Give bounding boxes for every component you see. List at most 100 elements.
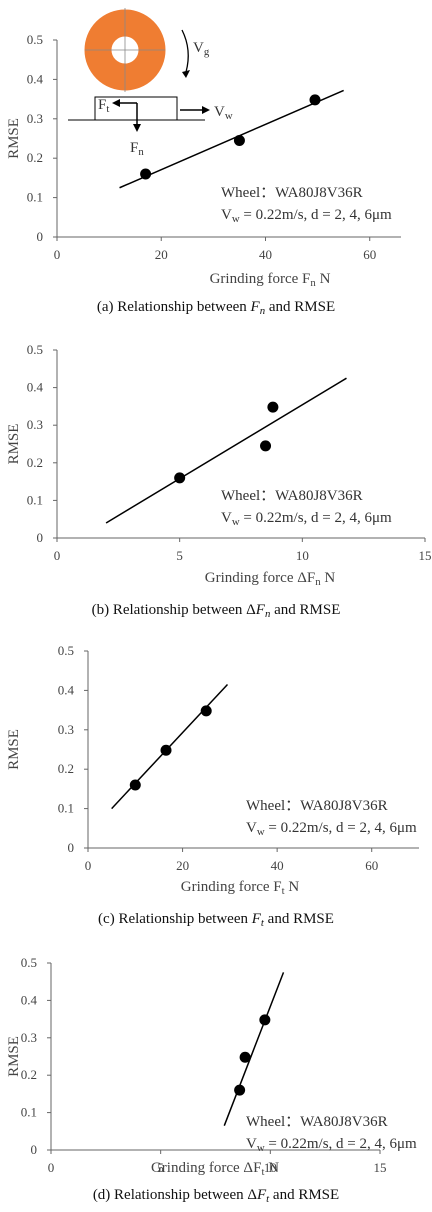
annotation: Vw = 0.22m/s, d = 2, 4, 6μm	[246, 820, 417, 838]
x-tick-label: 10	[296, 548, 309, 563]
caption: (a) Relationship between Fn and RMSE	[97, 299, 335, 317]
text-segment: t	[266, 1193, 270, 1205]
arrow-head	[112, 99, 120, 107]
text-segment: = 0.22m/s, d = 2, 4, 6μm	[240, 207, 392, 223]
x-axis-title: Grinding force ΔFn N	[205, 570, 336, 588]
text-segment: = 0.22m/s, d = 2, 4, 6μm	[265, 820, 417, 836]
arrow-head	[202, 106, 210, 114]
text-segment: Grinding force F	[181, 879, 282, 895]
y-tick-label: 0.3	[21, 1030, 37, 1045]
data-point	[129, 779, 141, 791]
x-tick-label: 5	[176, 548, 183, 563]
y-tick-label: 0.4	[58, 682, 75, 697]
inset-label: Vg	[193, 40, 210, 58]
data-point	[200, 705, 212, 717]
text-segment: t	[106, 103, 109, 115]
data-point	[160, 744, 172, 756]
text-segment: n	[310, 277, 316, 289]
x-tick-label: 60	[363, 247, 376, 262]
text-segment: t	[282, 885, 285, 897]
trend-line	[223, 972, 285, 1126]
y-tick-label: 0.3	[27, 417, 43, 432]
text-segment: (d) Relationship between Δ	[93, 1187, 258, 1203]
text-segment: = 0.22m/s, d = 2, 4, 6μm	[240, 510, 392, 526]
data-point	[259, 1014, 271, 1026]
text-segment: F	[130, 140, 138, 156]
annotation: Wheel：WA80J8V36R	[246, 798, 388, 814]
y-tick-label: 0.5	[58, 643, 74, 658]
x-tick-label: 0	[54, 247, 61, 262]
inset-label: Vw	[214, 104, 233, 122]
y-tick-label: 0	[37, 229, 44, 244]
x-tick-label: 15	[419, 548, 432, 563]
text-segment: n	[138, 146, 144, 158]
y-tick-label: 0	[68, 840, 75, 855]
data-point	[239, 1051, 251, 1063]
data-point	[233, 134, 245, 146]
x-tick-label: 10	[264, 1160, 277, 1175]
x-tick-label: 40	[259, 247, 272, 262]
text-segment: (c) Relationship between	[98, 911, 252, 927]
x-tick-label: 0	[48, 1160, 55, 1175]
text-segment: V	[221, 207, 232, 223]
y-tick-label: 0.1	[21, 1105, 37, 1120]
caption: (d) Relationship between ΔFt and RMSE	[93, 1187, 339, 1205]
text-segment: and RMSE	[265, 299, 335, 315]
text-segment: and RMSE	[270, 602, 340, 618]
y-tick-label: 0.4	[27, 380, 44, 395]
x-tick-label: 40	[271, 858, 284, 873]
text-segment: = 0.22m/s, d = 2, 4, 6μm	[265, 1136, 417, 1152]
text-segment: w	[257, 1142, 265, 1154]
y-tick-label: 0.1	[27, 190, 43, 205]
x-tick-label: 0	[54, 548, 61, 563]
y-axis-title: RMSE	[6, 729, 22, 770]
text-segment: w	[232, 516, 240, 528]
data-point	[267, 401, 279, 413]
text-segment: F	[255, 602, 266, 618]
text-segment: w	[257, 826, 265, 838]
y-tick-label: 0.2	[27, 455, 43, 470]
y-tick-label: 0.3	[27, 111, 43, 126]
trend-line	[119, 89, 344, 189]
text-segment: g	[204, 46, 210, 58]
text-segment: (a) Relationship between	[97, 299, 251, 315]
text-segment: (b) Relationship between Δ	[92, 602, 257, 618]
annotation: Vw = 0.22m/s, d = 2, 4, 6μm	[246, 1136, 417, 1154]
x-tick-label: 60	[365, 858, 378, 873]
x-axis-title: Grinding force ΔFt N	[151, 1160, 279, 1178]
y-tick-label: 0.5	[27, 32, 43, 47]
y-tick-label: 0.1	[27, 492, 43, 507]
y-tick-label: 0.4	[27, 71, 44, 86]
grinding-diagram	[68, 8, 210, 132]
y-tick-label: 0.5	[27, 342, 43, 357]
y-axis-title: RMSE	[6, 118, 22, 159]
text-segment: V	[246, 820, 257, 836]
text-segment: N	[321, 570, 336, 586]
text-segment: t	[261, 1166, 264, 1178]
inset-label: Fn	[130, 140, 144, 158]
x-tick-label: 20	[155, 247, 168, 262]
text-segment: and RMSE	[264, 911, 334, 927]
text-segment: Grinding force F	[210, 271, 311, 287]
y-tick-label: 0.2	[58, 761, 74, 776]
x-tick-label: 20	[176, 858, 189, 873]
caption: (b) Relationship between ΔFn and RMSE	[92, 602, 341, 620]
y-tick-label: 0.4	[21, 992, 38, 1007]
text-segment: Grinding force ΔF	[151, 1160, 261, 1176]
data-point	[260, 440, 272, 452]
y-tick-label: 0	[37, 530, 44, 545]
caption: (c) Relationship between Ft and RMSE	[98, 911, 334, 929]
rotation-arrow	[181, 29, 189, 73]
text-segment: V	[193, 40, 204, 56]
text-segment: n	[265, 608, 270, 620]
arrow-head	[182, 70, 190, 78]
inset-label: Ft	[98, 97, 109, 115]
x-tick-label: 15	[374, 1160, 387, 1175]
y-tick-label: 0	[31, 1142, 38, 1157]
y-tick-label: 0.2	[27, 150, 43, 165]
y-tick-label: 0.5	[21, 955, 37, 970]
data-point	[234, 1084, 246, 1096]
text-segment: N	[285, 879, 300, 895]
annotation: Vw = 0.22m/s, d = 2, 4, 6μm	[221, 510, 392, 528]
